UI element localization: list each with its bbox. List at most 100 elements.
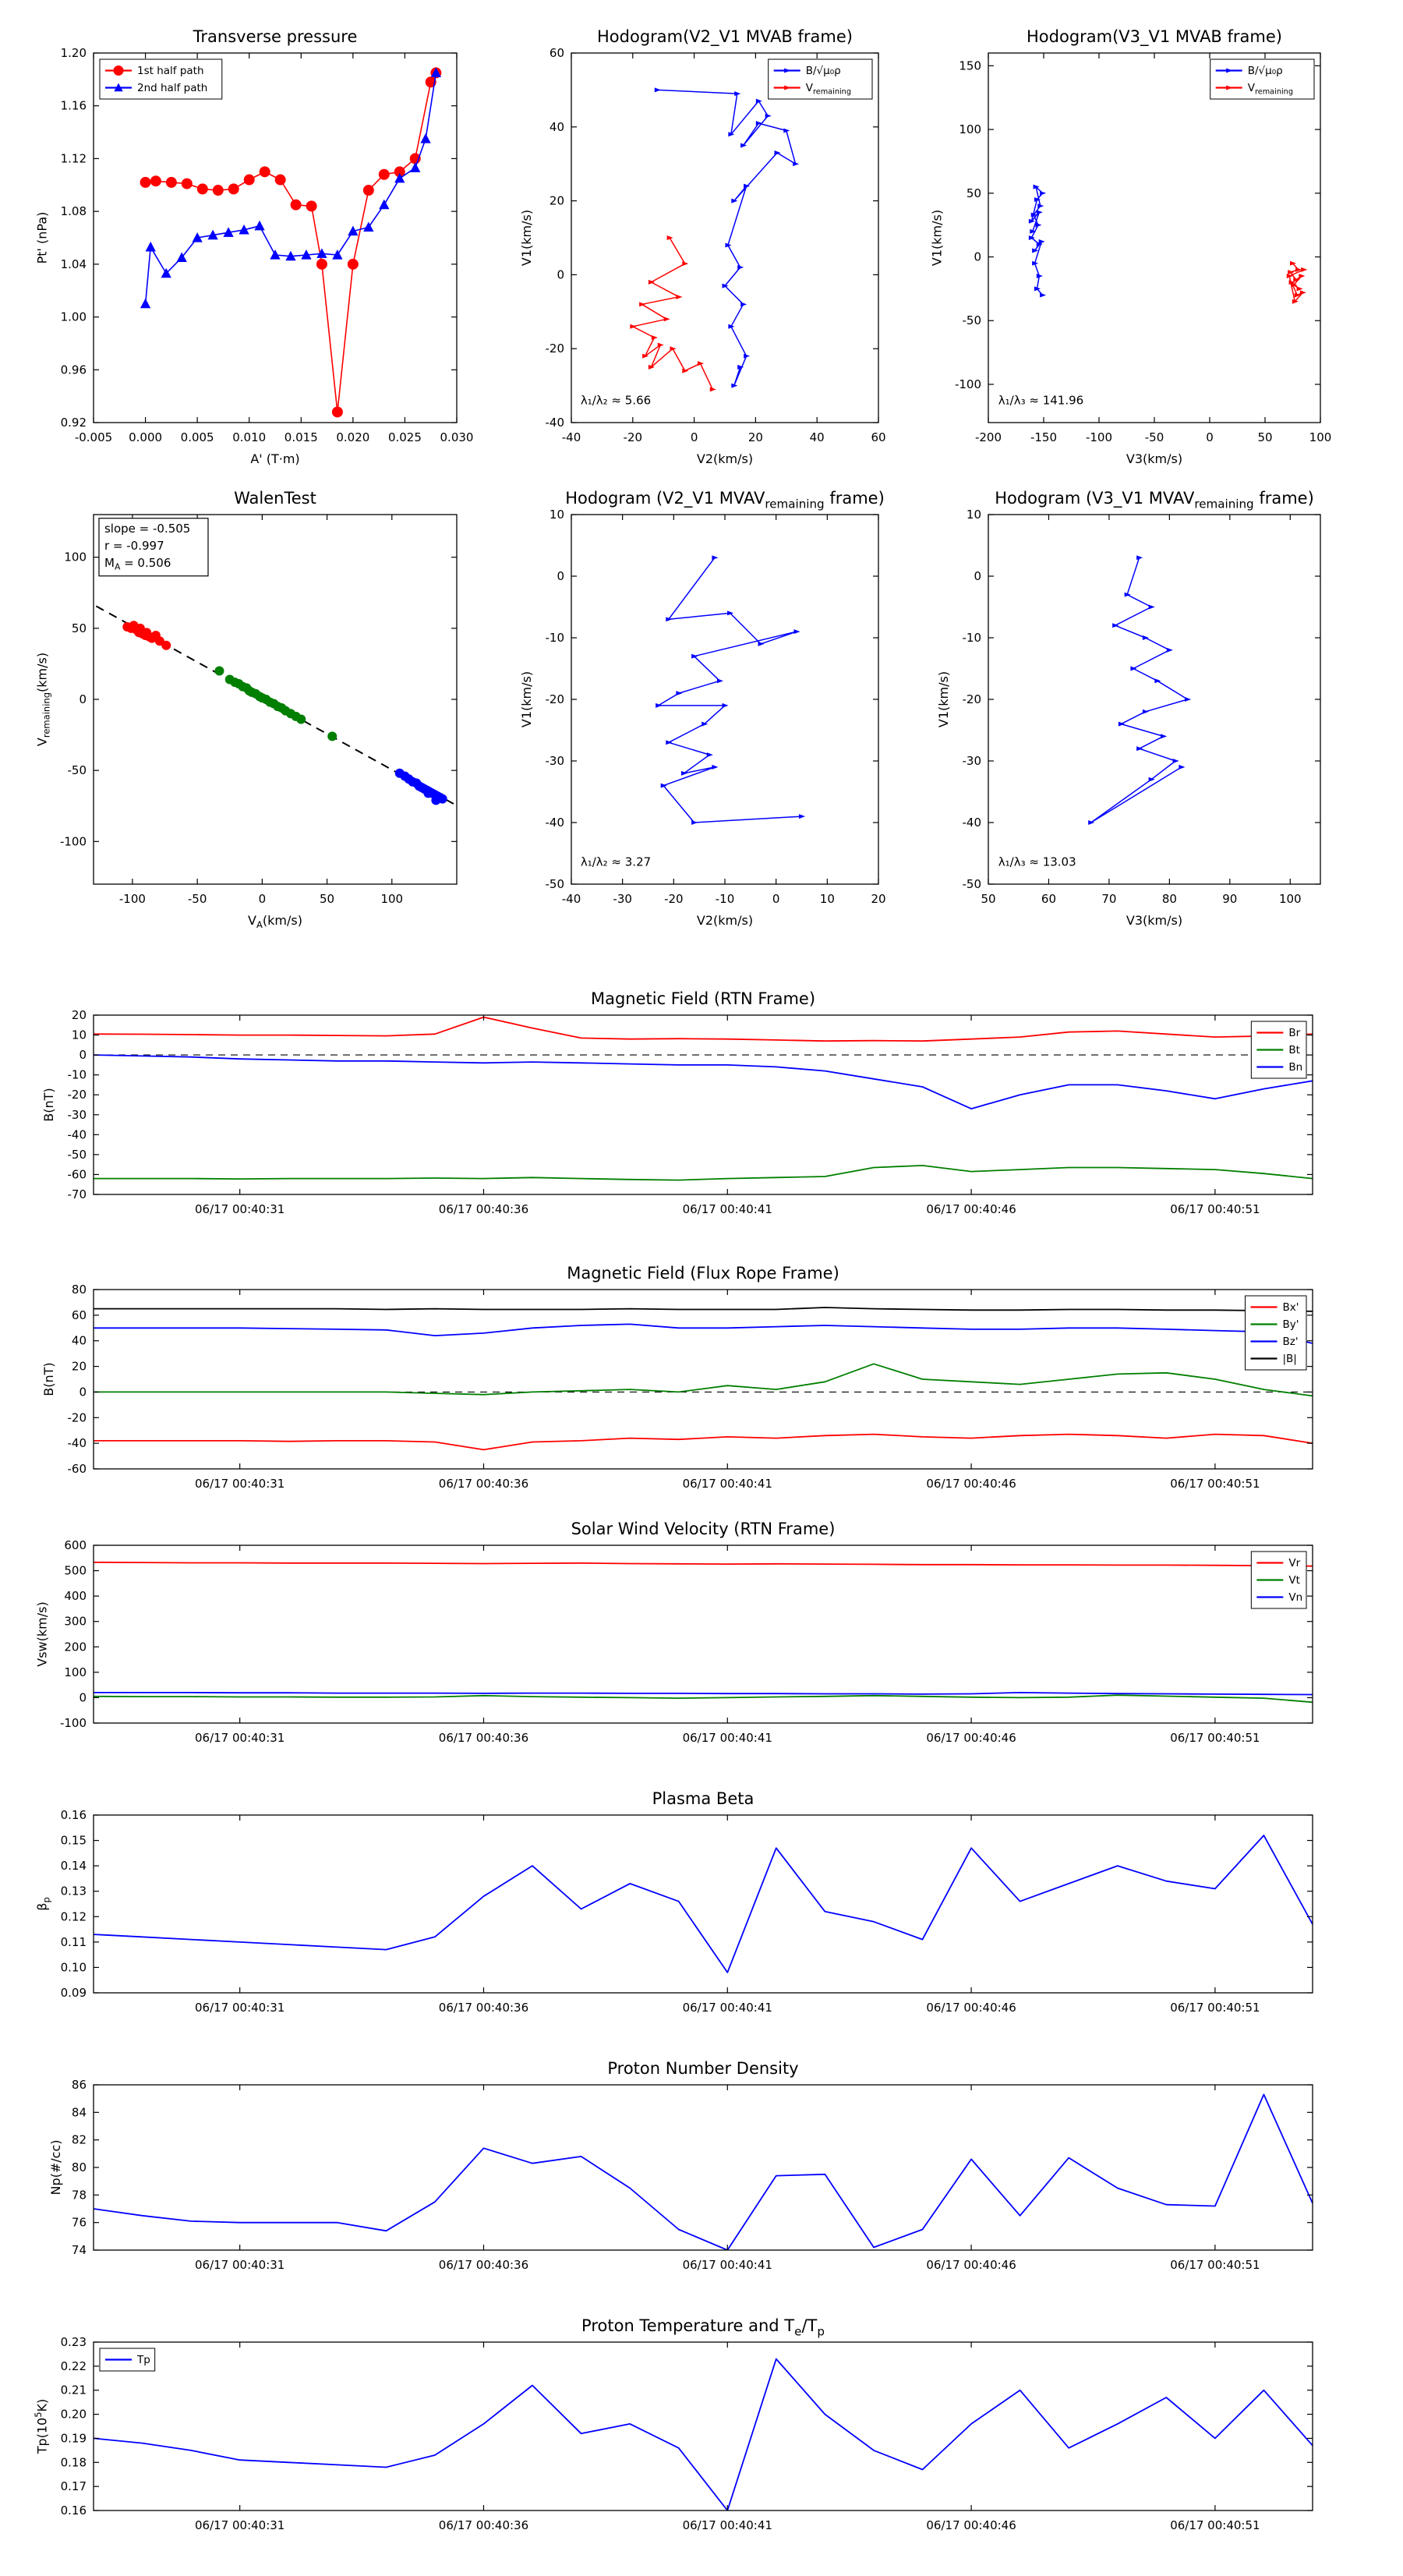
- y-tick-label: 82: [72, 2133, 87, 2147]
- y-tick-label: 0.10: [61, 1960, 87, 1974]
- y-axis-label: Vsw(km/s): [35, 1601, 50, 1666]
- x-tick-label: 06/17 00:40:46: [926, 2518, 1016, 2532]
- stats-line: r = -0.997: [104, 539, 164, 553]
- series-br: [94, 1016, 1313, 1042]
- series--b-: [94, 1307, 1313, 1312]
- x-tick-label: 0.020: [336, 430, 369, 444]
- y-tick-label: -70: [68, 1187, 87, 1201]
- y-axis-label: βp: [35, 1897, 52, 1911]
- y-tick-label: -40: [68, 1436, 87, 1450]
- series-by-: [94, 1363, 1313, 1397]
- legend: B/√μ₀ρ Vremaining: [1210, 58, 1315, 100]
- x-tick-label: -20: [664, 892, 684, 906]
- y-tick-label: 1.04: [61, 257, 87, 271]
- chart-title: Hodogram (V2_V1 MVAVremaining frame): [565, 489, 885, 511]
- x-axis-label: VA(km/s): [248, 913, 302, 930]
- x-tick-label: 90: [1222, 892, 1237, 906]
- y-tick-label: 0: [557, 267, 564, 281]
- chart-title: Plasma Beta: [652, 1789, 755, 1808]
- x-axis-label: V2(km/s): [697, 451, 753, 466]
- y-tick-label: -30: [963, 754, 982, 768]
- x-tick-label: 06/17 00:40:31: [195, 2001, 284, 2015]
- x-tick-label: 50: [1257, 430, 1272, 444]
- y-tick-label: 40: [550, 120, 564, 134]
- legend: Tp: [99, 2348, 156, 2372]
- y-axis-label: V1(km/s): [936, 671, 951, 727]
- x-tick-label: 06/17 00:40:36: [439, 2518, 528, 2532]
- chart-title: Hodogram(V3_V1 MVAB frame): [1027, 27, 1282, 47]
- y-tick-label: 10: [72, 1028, 87, 1042]
- y-tick-label: -10: [963, 631, 982, 645]
- legend-label: |B|: [1283, 1353, 1297, 1365]
- stats-line: MA = 0.506: [104, 556, 171, 572]
- y-tick-label: 500: [64, 1564, 87, 1578]
- x-tick-label: 80: [1162, 892, 1177, 906]
- y-tick-label: -40: [963, 816, 982, 830]
- y-tick-label: 100: [64, 550, 87, 564]
- y-tick-label: 84: [72, 2105, 87, 2119]
- x-tick-label: 0.015: [284, 430, 318, 444]
- y-tick-label: -30: [546, 754, 565, 768]
- y-axis-label: Pt' (nPa): [35, 212, 50, 264]
- y-tick-label: 0: [974, 569, 981, 583]
- x-tick-label: -40: [562, 892, 581, 906]
- chart-mag-fluxrope: 06/17 00:40:31 06/17 00:40:36 06/17 00:40:…: [41, 1264, 1313, 1491]
- x-tick-label: 10: [820, 892, 835, 906]
- series-vr: [94, 1561, 1313, 1567]
- annotation: λ₁/λ₃ ≈ 13.03: [998, 855, 1076, 869]
- x-tick-label: 06/17 00:40:41: [683, 2001, 772, 2015]
- chart-title: Hodogram (V3_V1 MVAVremaining frame): [995, 489, 1314, 511]
- y-tick-label: 1.12: [61, 151, 87, 165]
- annotation: λ₁/λ₂ ≈ 5.66: [581, 393, 651, 407]
- series-bz-: [94, 1323, 1313, 1344]
- y-tick-label: 1.16: [61, 99, 87, 113]
- y-tick-label: -20: [68, 1088, 87, 1102]
- x-tick-label: 0: [1206, 430, 1214, 444]
- y-tick-label: 10: [967, 508, 981, 522]
- series-vn: [94, 1692, 1313, 1696]
- x-tick-label: -50: [1145, 430, 1164, 444]
- x-axis-label: A' (T·m): [250, 451, 299, 466]
- y-tick-label: 0: [79, 692, 87, 706]
- y-tick-label: 0: [79, 1048, 87, 1062]
- y-axis-label: B(nT): [41, 1362, 56, 1396]
- legend-label: Vt: [1288, 1574, 1300, 1587]
- y-tick-label: 20: [550, 194, 564, 208]
- x-tick-label: -50: [188, 892, 207, 906]
- y-tick-label: 0.09: [61, 1986, 87, 2000]
- y-tick-label: 0.18: [61, 2455, 87, 2469]
- legend-label: Br: [1288, 1027, 1300, 1039]
- y-axis-label: Tp(105K): [33, 2399, 49, 2455]
- x-tick-label: 0.010: [232, 430, 266, 444]
- x-tick-label: 50: [320, 892, 334, 906]
- x-tick-label: 0.030: [440, 430, 474, 444]
- legend-label: Vremaining: [806, 82, 851, 96]
- y-tick-label: -10: [68, 1068, 87, 1082]
- y-tick-label: 1.00: [61, 310, 87, 324]
- x-tick-label: 06/17 00:40:51: [1170, 1731, 1260, 1745]
- y-axis-label: Np(#/cc): [48, 2140, 63, 2196]
- legend-label: Bx': [1283, 1301, 1299, 1314]
- y-tick-label: -30: [68, 1108, 87, 1122]
- x-tick-label: 06/17 00:40:41: [683, 1202, 772, 1216]
- y-tick-label: -50: [963, 877, 982, 891]
- x-tick-label: 06/17 00:40:31: [195, 1202, 284, 1216]
- legend-label: 1st half path: [137, 65, 204, 77]
- y-tick-label: 300: [64, 1615, 87, 1629]
- x-tick-label: 100: [1279, 892, 1302, 906]
- x-tick-label: 06/17 00:40:46: [926, 1477, 1016, 1491]
- y-tick-label: -40: [546, 416, 565, 430]
- chart-title: Magnetic Field (RTN Frame): [591, 989, 815, 1008]
- y-tick-label: 40: [72, 1334, 87, 1348]
- chart-title: Solar Wind Velocity (RTN Frame): [571, 1520, 836, 1538]
- legend-label: Vr: [1288, 1557, 1300, 1569]
- series-b-: [657, 557, 802, 823]
- y-tick-label: 0.17: [61, 2479, 87, 2493]
- x-tick-label: 06/17 00:40:41: [683, 2518, 772, 2532]
- y-tick-label: 80: [72, 2160, 87, 2174]
- legend-label: Bt: [1288, 1044, 1300, 1056]
- legend-label: Bz': [1283, 1336, 1299, 1348]
- series-np: [94, 2093, 1313, 2250]
- x-tick-label: 50: [981, 892, 995, 906]
